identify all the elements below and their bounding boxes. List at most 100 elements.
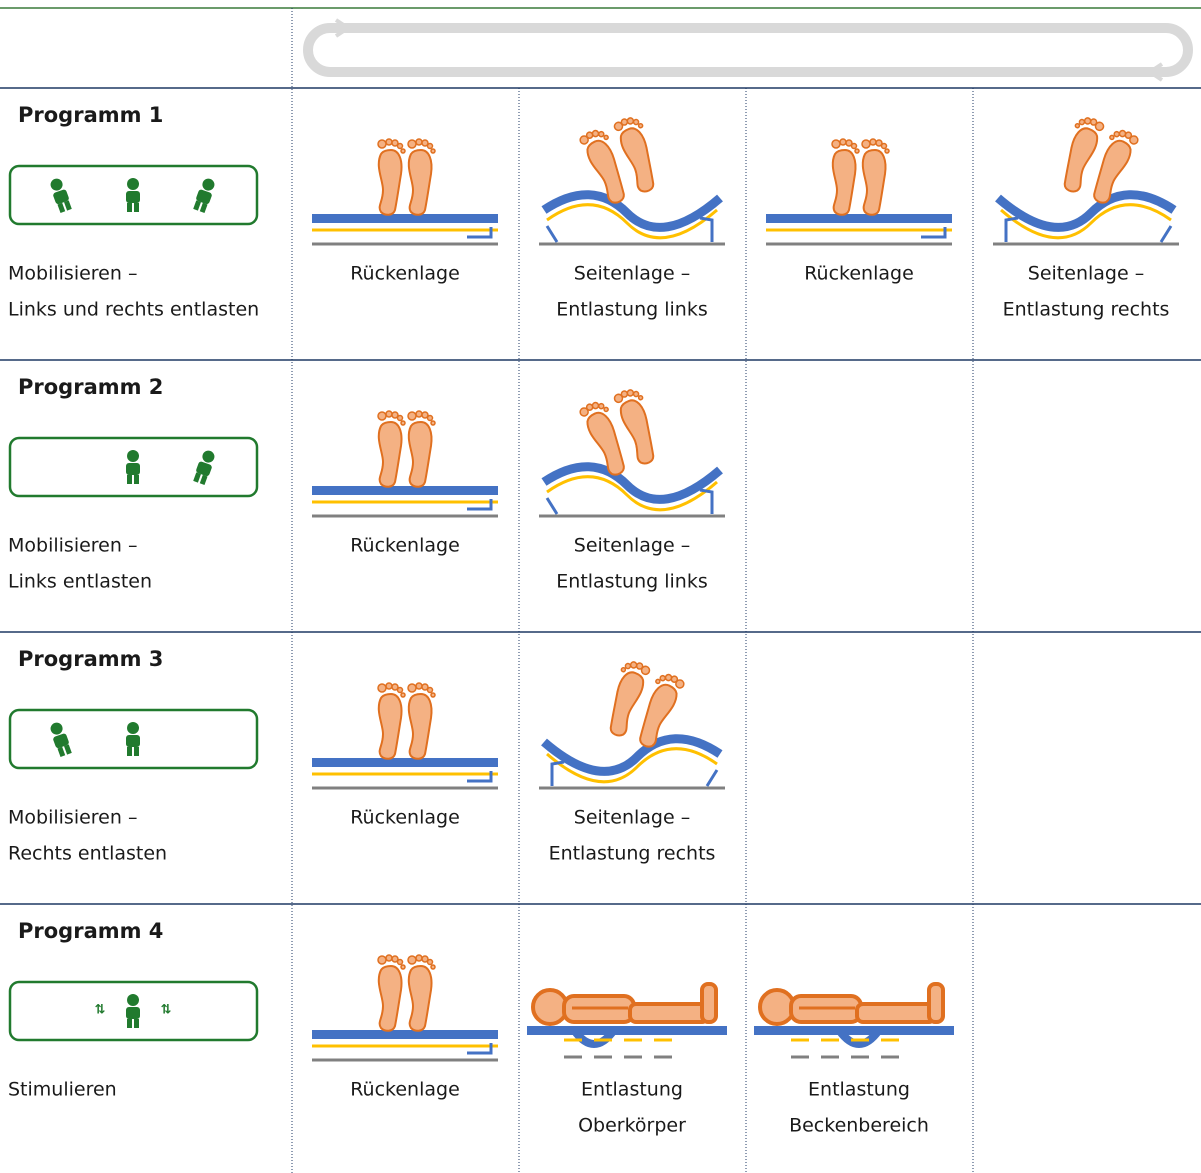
toe [396,414,404,422]
icon-lying [527,982,727,1059]
toe [407,411,417,421]
glyph-leg [134,203,139,212]
person-glyph [193,178,215,213]
foot [377,954,406,1032]
foot [1093,129,1139,204]
glyph-leg [193,200,201,211]
toe [400,692,406,698]
toe [377,411,387,421]
toe [430,692,436,698]
toe [637,394,644,401]
toe [655,678,661,685]
dip [835,1027,883,1048]
foot-sole [377,420,403,488]
step-label: Entlastung [808,1079,910,1101]
program-description: Mobilisieren – [8,807,137,829]
toe [385,954,393,962]
program-button [8,436,259,498]
foot-sole [586,411,625,476]
toe [659,674,666,682]
glyph-head [127,450,139,462]
toe [598,130,605,138]
glyph-head [50,178,63,191]
glyph-body [196,461,212,477]
head [758,988,796,1026]
foot [613,389,655,465]
icon-tilt [539,117,725,246]
foot [613,117,655,193]
icon-flat [312,410,498,518]
toe [624,662,632,670]
person-glyph [50,722,72,757]
step-label: Oberkörper [578,1115,686,1137]
toe [430,148,436,154]
glyph-leg [57,746,66,757]
program-button [8,708,259,770]
arrows-glyph: ⇅ [161,1003,172,1018]
leg [467,1043,493,1055]
icon-lying [754,982,954,1059]
leg [1004,216,1173,243]
program-button: ⇅ ⇅ [8,980,259,1042]
layer [1000,203,1172,240]
program-description: Links und rechts entlasten [8,299,259,321]
leg [550,760,719,787]
toe [603,134,609,141]
foot [377,138,406,216]
glyph-leg [127,203,132,212]
icon-flat [312,138,498,246]
step-label: Rückenlage [350,1079,460,1101]
glyph-leg [134,1019,139,1028]
foot [639,673,685,748]
foot-sole [639,683,678,748]
layer [546,475,718,512]
foot [407,138,436,216]
toe [396,142,404,150]
glyph-head [202,178,215,191]
dip [570,1027,618,1048]
step-label: Rückenlage [350,263,460,285]
toe [377,683,387,693]
toe [629,661,638,669]
layer [546,203,718,240]
toe [377,139,387,149]
feet [927,982,945,1024]
toe [385,682,393,690]
toe [426,142,434,150]
toe [421,139,429,147]
icon-tilt [993,117,1179,246]
toe [591,401,600,410]
foot-sole [407,420,433,488]
foot-sole [377,964,403,1032]
toe [591,129,600,138]
toe [407,139,417,149]
glyph-body [53,189,69,205]
icon-tilt [539,389,725,518]
glyph-body [126,463,140,475]
glyph-leg [134,475,139,484]
foot [377,682,406,760]
toe [430,964,436,970]
feet [700,982,718,1024]
mattress [754,1026,954,1035]
toe [880,142,888,150]
mattress [527,1026,727,1035]
glyph-head [127,994,139,1006]
step-label: Entlastung links [556,571,707,593]
toe [415,410,423,418]
toe [377,955,387,965]
glyph-leg [127,1019,132,1028]
toe [884,148,890,154]
person-glyph [126,994,140,1028]
foot [831,138,860,216]
program-button [8,164,259,226]
step-label: Rückenlage [350,807,460,829]
person-glyph [126,450,140,484]
step-label: Seitenlage – [574,807,690,829]
leg [545,488,714,515]
toe [626,117,635,125]
toe [400,148,406,154]
toe [869,138,877,146]
head [531,988,569,1026]
step-label: Seitenlage – [1028,263,1144,285]
